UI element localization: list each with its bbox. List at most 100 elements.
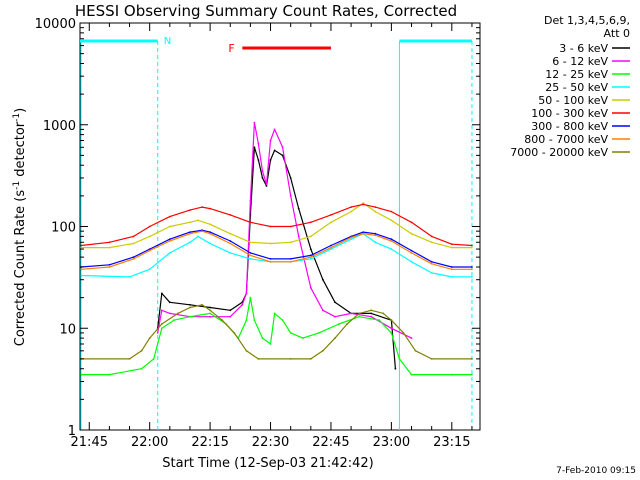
- data-point: [330, 214, 332, 216]
- data-point: [245, 319, 248, 322]
- x-tick-label: 22:45: [312, 435, 349, 450]
- y-axis-label-mid: detector: [13, 121, 28, 181]
- data-point: [209, 312, 212, 315]
- data-point: [358, 315, 361, 318]
- data-point: [229, 309, 232, 312]
- data-point: [261, 337, 264, 339]
- data-point: [209, 315, 212, 318]
- series-line-3-6-kev: [157, 146, 396, 369]
- data-point: [261, 177, 264, 179]
- data-point: [209, 231, 212, 234]
- data-point: [273, 149, 276, 152]
- data-point: [160, 323, 163, 325]
- data-point: [261, 170, 264, 173]
- data-point: [229, 232, 232, 235]
- data-point: [108, 263, 111, 266]
- data-point: [253, 319, 256, 322]
- data-point: [450, 276, 453, 278]
- data-point: [132, 235, 135, 238]
- x-tick-label: 22:30: [252, 435, 289, 450]
- data-point: [108, 246, 111, 249]
- data-point: [197, 235, 199, 238]
- data-point: [322, 278, 324, 281]
- data-point: [289, 260, 292, 263]
- data-point: [297, 207, 300, 210]
- legend-label: 25 - 50 keV: [545, 81, 608, 94]
- data-point: [370, 315, 373, 318]
- data-point: [148, 249, 151, 252]
- data-point: [330, 248, 332, 251]
- data-point: [233, 332, 236, 334]
- data-point: [350, 238, 352, 241]
- data-point: [390, 210, 393, 213]
- y-axis-label-sup2: -1: [12, 113, 22, 122]
- series-line-100-300-kev: [81, 203, 472, 247]
- data-point: [128, 276, 131, 278]
- y-tick-label: 10000: [35, 17, 76, 32]
- data-point: [257, 358, 260, 360]
- legend-header-line1: Det 1,3,4,5,6,9,: [544, 14, 630, 27]
- series-line-12-25-kev: [81, 297, 472, 376]
- data-point: [160, 327, 163, 330]
- data-point: [249, 199, 252, 202]
- data-point: [378, 319, 381, 322]
- data-point: [402, 332, 405, 334]
- data-point: [450, 266, 453, 268]
- data-point: [297, 235, 300, 238]
- data-point: [410, 221, 413, 224]
- data-point: [382, 312, 385, 315]
- data-point: [80, 274, 83, 277]
- data-point: [410, 337, 413, 339]
- legend-label: 800 - 7000 keV: [524, 133, 608, 146]
- data-point: [160, 292, 163, 295]
- data-point: [430, 262, 433, 265]
- data-point: [309, 358, 312, 360]
- data-point: [309, 248, 312, 251]
- data-point: [334, 301, 336, 304]
- data-point: [269, 242, 272, 245]
- data-point: [281, 319, 284, 322]
- data-point: [273, 128, 276, 131]
- data-point: [160, 309, 163, 312]
- data-point: [390, 327, 393, 330]
- data-point: [257, 159, 260, 161]
- series-line-300-800-kev: [81, 229, 472, 268]
- data-point: [148, 248, 151, 251]
- legend-label: 12 - 25 keV: [545, 68, 608, 81]
- data-point: [289, 177, 292, 179]
- data-point: [80, 268, 83, 271]
- data-point: [398, 358, 401, 360]
- data-point: [281, 146, 284, 149]
- data-point: [350, 210, 352, 213]
- data-point: [148, 235, 151, 238]
- axes-layer: 1 10 100 1000 10000 21:45 22:00 22:15 22:30 22:45…: [35, 17, 480, 450]
- data-point: [189, 303, 191, 306]
- data-point: [249, 252, 252, 254]
- x-tick-label: 23:00: [373, 435, 410, 450]
- data-point: [471, 244, 473, 247]
- data-point: [309, 221, 312, 224]
- data-point: [450, 268, 453, 271]
- data-point: [229, 240, 232, 242]
- data-point: [309, 256, 312, 258]
- legend-label: 3 - 6 keV: [559, 42, 608, 55]
- data-point: [140, 367, 143, 370]
- data-point: [374, 210, 377, 213]
- data-point: [269, 139, 272, 142]
- legend-label: 6 - 12 keV: [552, 55, 608, 68]
- data-point: [177, 312, 179, 315]
- data-point: [362, 202, 365, 205]
- data-point: [330, 221, 332, 224]
- data-point: [450, 243, 453, 246]
- data-point: [430, 235, 433, 238]
- data-point: [249, 241, 252, 244]
- footer-timestamp: 7-Feb-2010 09:15: [556, 466, 636, 476]
- series-line-800-7000-kev: [81, 230, 472, 270]
- y-axis-label-sup1: -1: [12, 181, 22, 190]
- data-point: [148, 337, 151, 339]
- data-point: [249, 221, 252, 224]
- data-point: [269, 258, 272, 260]
- data-point: [330, 244, 332, 247]
